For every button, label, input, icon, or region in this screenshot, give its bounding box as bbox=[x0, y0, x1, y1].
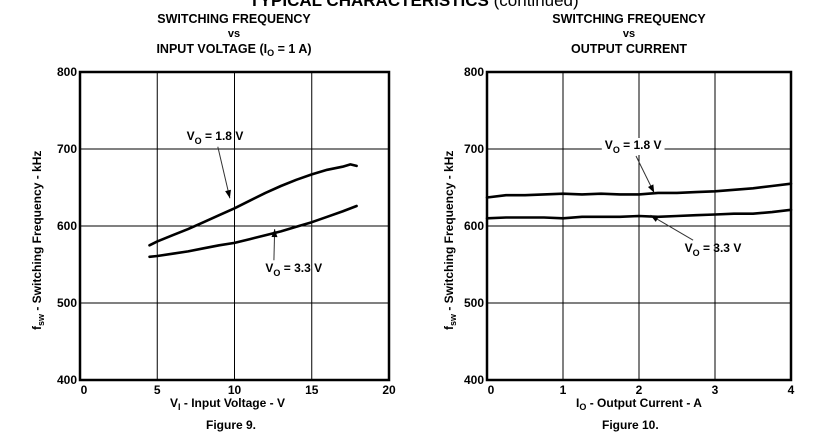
annotation-arrowhead bbox=[647, 184, 655, 193]
chart-title: SWITCHING FREQUENCY vs INPUT VOLTAGE (IO… bbox=[27, 11, 441, 61]
x-tick-label: 15 bbox=[305, 383, 319, 397]
x-axis-label: IO - Output Current - A bbox=[576, 396, 702, 412]
annotation-arrowhead bbox=[271, 229, 278, 238]
chart-title-line-1: SWITCHING FREQUENCY bbox=[552, 12, 706, 26]
y-tick-label: 500 bbox=[464, 296, 484, 310]
x-tick-label: 0 bbox=[81, 383, 88, 397]
page-header-continued: (continued) bbox=[493, 0, 579, 10]
label-background bbox=[601, 138, 665, 155]
chart-title-line-3: OUTPUT CURRENT bbox=[571, 42, 687, 56]
series-line-vo-3-3v bbox=[148, 204, 358, 259]
figure-10-panel: SWITCHING FREQUENCY vs OUTPUT CURRENT fs… bbox=[414, 0, 828, 437]
y-tick-label: 800 bbox=[464, 65, 484, 79]
chart-title-line-1: SWITCHING FREQUENCY bbox=[157, 12, 311, 26]
x-tick-label: 5 bbox=[154, 383, 161, 397]
plot-frame bbox=[485, 70, 793, 382]
annotation-arrow-line bbox=[650, 214, 694, 241]
chart-title-line-2: vs bbox=[622, 28, 636, 40]
x-tick-label: 0 bbox=[488, 383, 495, 397]
y-tick-label: 400 bbox=[57, 373, 77, 387]
x-tick-label: 20 bbox=[382, 383, 396, 397]
series-annotation-label: VO = 1.8 V bbox=[605, 138, 662, 155]
y-tick-label: 400 bbox=[464, 373, 484, 387]
y-tick-label: 700 bbox=[57, 142, 77, 156]
chart-title-line-3: INPUT VOLTAGE (IO = 1 A) bbox=[156, 42, 312, 58]
y-tick-label: 600 bbox=[464, 219, 484, 233]
x-tick-label: 3 bbox=[712, 383, 719, 397]
chart-plot-area: 400 500 600 700 800 0 1 2 3 4 VO = 1.8 V VO = 3.3 V bbox=[464, 65, 795, 397]
series-line-vo-3-3v bbox=[485, 208, 793, 220]
x-tick-label: 2 bbox=[636, 383, 643, 397]
page-header: TYPICAL CHARACTERISTICS (continued) bbox=[0, 0, 828, 11]
y-tick-label: 600 bbox=[57, 219, 77, 233]
chart-title-line-2: vs bbox=[227, 28, 241, 40]
series-annotation-label: VO = 3.3 V bbox=[265, 261, 322, 278]
x-tick-label: 4 bbox=[788, 383, 795, 397]
figure-9-panel: SWITCHING FREQUENCY vs INPUT VOLTAGE (IO… bbox=[30, 12, 396, 432]
y-tick-label: 700 bbox=[464, 142, 484, 156]
x-tick-label: 1 bbox=[560, 383, 567, 397]
series-line-vo-1-8v bbox=[485, 182, 793, 199]
chart-plot-area: 400 500 600 700 800 0 5 10 15 20 VO = 1.8 V VO = 3.… bbox=[57, 65, 396, 397]
annotation-arrowhead bbox=[225, 189, 231, 199]
y-tick-label: 800 bbox=[57, 65, 77, 79]
annotation-arrowhead bbox=[650, 215, 659, 222]
page-header-title: TYPICAL CHARACTERISTICS bbox=[249, 0, 489, 10]
y-tick-label: 500 bbox=[57, 296, 77, 310]
figure-caption: Figure 10. bbox=[602, 418, 659, 432]
x-tick-label: 10 bbox=[228, 383, 242, 397]
series-annotation-label: VO = 1.8 V bbox=[187, 129, 244, 146]
figure-caption: Figure 9. bbox=[206, 418, 257, 432]
series-line-vo-1-8v bbox=[148, 163, 358, 247]
plot-frame bbox=[78, 70, 391, 382]
x-axis-label: VI - Input Voltage - V bbox=[170, 396, 285, 412]
annotation-arrow-line bbox=[217, 146, 231, 199]
chart-title: SWITCHING FREQUENCY vs OUTPUT CURRENT bbox=[422, 11, 828, 61]
series-annotation-label: VO = 3.3 V bbox=[685, 241, 742, 258]
